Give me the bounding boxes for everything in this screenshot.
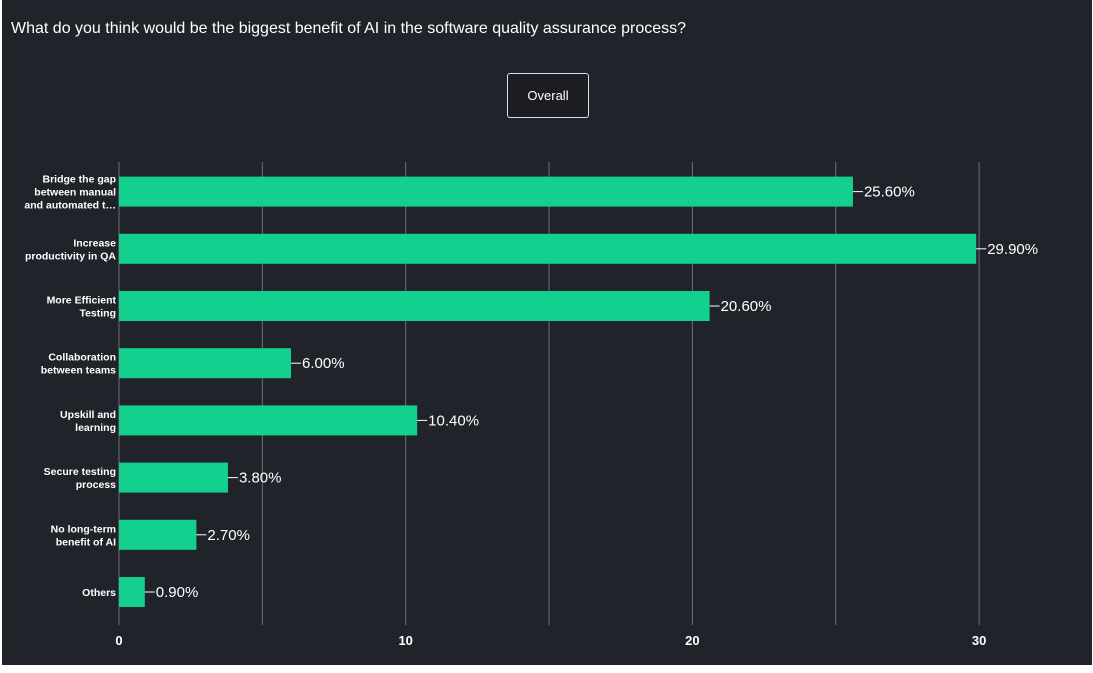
x-tick-label: 20	[685, 633, 699, 648]
question-title: What do you think would be the biggest b…	[11, 20, 687, 37]
bar[interactable]	[119, 577, 145, 607]
bar[interactable]	[119, 405, 418, 436]
category-label: Collaboration between teams	[41, 352, 116, 377]
data-label: 10.40%	[428, 412, 479, 429]
category-label: More Efficient Testing	[47, 295, 117, 320]
x-tick-label: 10	[398, 633, 412, 648]
overall-filter-button[interactable]: Overall	[507, 73, 589, 118]
category-label: Upskill and learning	[60, 409, 116, 434]
category-label: Bridge the gap between manual and automate…	[24, 174, 116, 212]
gridlines	[118, 162, 980, 625]
bar[interactable]	[119, 233, 977, 264]
category-label: Secure testing process	[44, 466, 117, 491]
x-tick-label: 0	[115, 633, 122, 648]
bars	[119, 176, 977, 607]
category-label: No long-term benefit of AI	[51, 523, 116, 548]
bar[interactable]	[119, 462, 228, 493]
bar[interactable]	[119, 519, 197, 550]
bar[interactable]	[119, 291, 710, 321]
bar[interactable]	[119, 348, 292, 379]
labels: 0 10 20 30 25.60% Bridge the gap between manua…	[24, 174, 1038, 648]
bar[interactable]	[119, 176, 853, 207]
x-tick-label: 30	[972, 633, 986, 648]
data-label: 20.60%	[721, 298, 772, 315]
data-label: 0.90%	[156, 584, 199, 601]
data-label: 25.60%	[864, 184, 915, 201]
data-label: 3.80%	[239, 470, 282, 487]
category-label: Others	[82, 587, 116, 599]
data-label: 6.00%	[302, 355, 345, 372]
category-label: Increase productivity in QA	[25, 237, 116, 262]
data-label: 2.70%	[207, 527, 250, 544]
data-label: 29.90%	[987, 241, 1038, 258]
